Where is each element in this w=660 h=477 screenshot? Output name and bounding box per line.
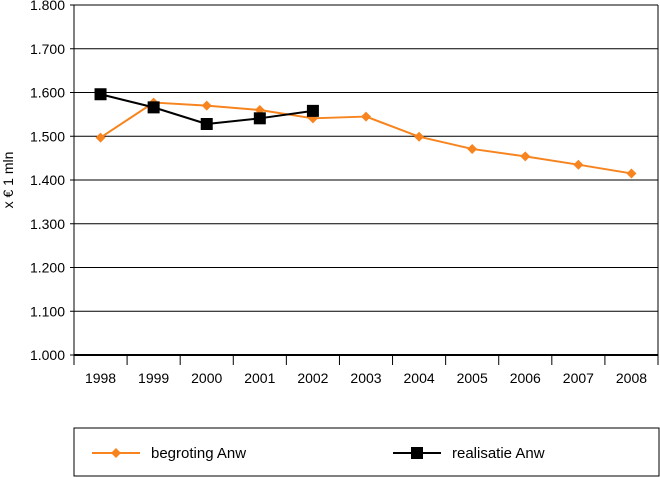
x-tick-label: 2001: [244, 370, 275, 386]
chart-series: [94, 88, 637, 179]
x-tick-label: 2006: [510, 370, 541, 386]
data-point-begroting-anw: [201, 100, 212, 111]
data-point-realisatie-anw: [94, 88, 107, 101]
data-point-begroting-anw: [361, 111, 371, 122]
y-tick-label: 1.500: [30, 128, 65, 144]
x-tick-label: 2005: [457, 370, 488, 386]
legend-marker-realisatie-anw: [411, 447, 423, 459]
y-tick-label: 1.700: [30, 41, 65, 57]
x-tick-label: 2003: [350, 370, 381, 386]
data-point-begroting-anw: [520, 151, 531, 162]
y-tick-label: 1.000: [30, 347, 65, 363]
x-tick-label: 1999: [138, 370, 169, 386]
x-tick-label: 2000: [191, 370, 222, 386]
x-tick-label: 2008: [616, 370, 647, 386]
data-point-realisatie-anw: [200, 118, 213, 130]
data-point-begroting-anw: [95, 132, 106, 143]
y-tick-label: 1.300: [30, 216, 65, 232]
x-tick-label: 2004: [404, 370, 435, 386]
gridlines: [70, 4, 659, 356]
data-point-realisatie-anw: [306, 104, 319, 117]
data-point-begroting-anw: [414, 131, 425, 142]
chart-legend: begroting Anw realisatie Anw: [73, 427, 660, 477]
data-point-begroting-anw: [626, 168, 637, 179]
legend-label-realisatie-anw: realisatie Anw: [452, 445, 545, 462]
data-point-begroting-anw: [467, 143, 478, 154]
x-tick-label: 2007: [563, 370, 594, 386]
y-tick-label: 1.800: [30, 0, 65, 13]
y-tick-label: 1.100: [30, 303, 65, 319]
y-axis-title: x € 1 mln: [0, 152, 16, 209]
y-tick-label: 1.600: [30, 85, 65, 101]
data-point-begroting-anw: [573, 159, 584, 170]
data-point-realisatie-anw: [147, 101, 160, 114]
x-tick-label: 1998: [85, 370, 116, 386]
y-tick-label: 1.400: [30, 172, 65, 188]
x-axis-ticks: 1998 1999 2000 2001 2002 2003 2004 2005 2006 2007…: [73, 355, 659, 386]
legend-marker-begroting-anw: [111, 448, 121, 458]
legend-box: [73, 427, 660, 477]
data-point-realisatie-anw: [253, 112, 266, 125]
x-tick-label: 2002: [297, 370, 328, 386]
legend-label-begroting-anw: begroting Anw: [151, 445, 246, 462]
y-axis-ticks: 1.000 1.100 1.200 1.300 1.400 1.500 1.600 1.700…: [30, 0, 65, 363]
y-tick-label: 1.200: [30, 260, 65, 276]
